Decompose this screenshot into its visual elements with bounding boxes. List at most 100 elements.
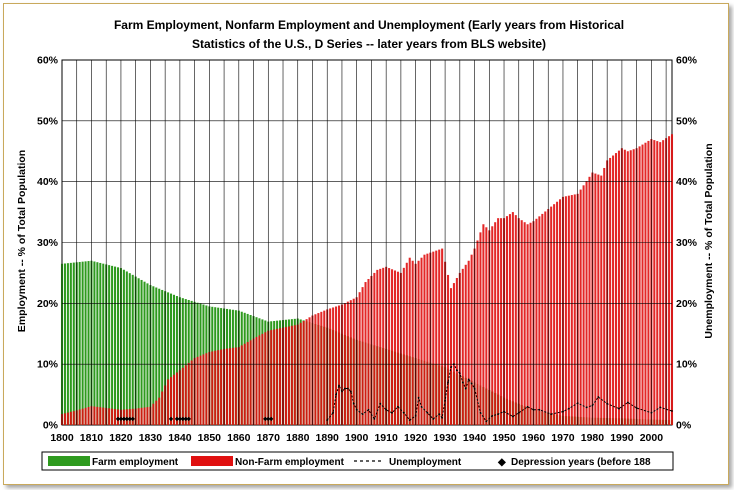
- nonfarm-bar: [84, 407, 87, 425]
- x-tick-label: 1810: [80, 432, 104, 444]
- nonfarm-bar: [143, 407, 146, 425]
- nonfarm-bar: [299, 322, 302, 425]
- nonfarm-bar: [152, 403, 155, 425]
- depression-marker: [174, 416, 180, 422]
- unemployment-point: [349, 390, 352, 393]
- nonfarm-bar: [508, 214, 511, 425]
- nonfarm-bar: [668, 136, 671, 425]
- nonfarm-bar: [314, 314, 317, 425]
- depression-marker: [168, 416, 174, 422]
- nonfarm-bar: [497, 218, 500, 425]
- nonfarm-bar: [217, 350, 220, 425]
- depression-marker: [124, 416, 130, 422]
- unemployment-point: [373, 418, 376, 420]
- y-tick-label-right: 0%: [676, 420, 692, 432]
- nonfarm-bar: [293, 325, 296, 425]
- nonfarm-bar: [66, 412, 69, 425]
- unemployment-point: [402, 411, 405, 414]
- nonfarm-bar: [205, 353, 208, 425]
- nonfarm-bar: [426, 253, 429, 425]
- nonfarm-bar: [614, 153, 618, 425]
- unemployment-point: [447, 381, 449, 384]
- chart-title-line2: Statistics of the U.S., D Series -- late…: [192, 37, 546, 51]
- unemployment-point: [671, 410, 673, 412]
- x-tick-label: 1900: [345, 432, 369, 444]
- farm-bar: [108, 265, 111, 425]
- unemployment-point: [458, 372, 461, 375]
- nonfarm-bar: [258, 335, 261, 425]
- unemployment-point: [379, 402, 382, 405]
- x-tick-label: 1850: [198, 432, 222, 444]
- nonfarm-bar: [337, 305, 341, 425]
- axes: 0% 0% 10% 10% 20% 20% 30% 30% 40% 40% 50% 50% 60% 60%…: [37, 55, 698, 445]
- nonfarm-bar: [376, 269, 379, 426]
- nonfarm-bar: [317, 313, 320, 425]
- unemployment-point: [550, 413, 553, 415]
- chart-title-line1: Farm Employment, Nonfarm Employment and …: [114, 18, 624, 32]
- nonfarm-bar: [626, 151, 629, 425]
- x-tick-label: 1830: [139, 432, 163, 444]
- nonfarm-bar: [653, 140, 656, 425]
- farm-bar: [140, 279, 143, 425]
- unemployment-point: [464, 387, 467, 390]
- unemployment-point: [338, 384, 340, 387]
- nonfarm-bar: [111, 408, 114, 425]
- unemployment-point: [497, 413, 499, 415]
- nonfarm-bar: [393, 270, 397, 425]
- x-tick-label: 1940: [463, 432, 487, 444]
- nonfarm-bar: [202, 354, 205, 425]
- nonfarm-bar: [520, 220, 523, 425]
- nonfarm-bar: [553, 204, 556, 425]
- farm-bar: [158, 288, 161, 425]
- y-axis-left-label: Employment -- % of Total Population: [16, 150, 28, 332]
- y-tick-label-right: 20%: [676, 298, 698, 310]
- y-tick-label-left: 50%: [37, 115, 59, 127]
- nonfarm-bar: [72, 411, 75, 425]
- nonfarm-bar: [276, 328, 279, 425]
- nonfarm-bar: [494, 222, 497, 425]
- farm-bar: [93, 261, 96, 425]
- legend-farm-label: Farm employment: [92, 457, 179, 468]
- nonfarm-bar: [482, 224, 485, 425]
- nonfarm-bar: [514, 215, 517, 425]
- nonfarm-bar: [320, 311, 323, 425]
- nonfarm-bar: [408, 257, 411, 425]
- x-tick-label: 1960: [522, 432, 546, 444]
- unemployment-point: [479, 411, 482, 414]
- nonfarm-bar: [659, 142, 662, 426]
- farm-bar: [78, 261, 81, 425]
- nonfarm-bar: [476, 240, 479, 425]
- farm-bar: [122, 269, 125, 425]
- nonfarm-bar: [220, 349, 223, 425]
- nonfarm-bar: [346, 301, 349, 425]
- nonfarm-bar: [287, 326, 290, 425]
- unemployment-point: [512, 415, 514, 418]
- x-tick-label: 1860: [227, 432, 251, 444]
- farm-bar: [114, 266, 117, 425]
- farm-bar: [116, 267, 120, 425]
- nonfarm-bar: [479, 232, 482, 425]
- farm-bar: [155, 287, 158, 425]
- x-tick-label: 1800: [50, 432, 74, 444]
- nonfarm-bar: [137, 408, 140, 425]
- unemployment-point: [441, 416, 443, 419]
- nonfarm-bar: [158, 397, 161, 426]
- unemployment-point: [361, 413, 364, 415]
- unemployment-point: [597, 396, 600, 398]
- unemployment-point: [346, 387, 349, 390]
- nonfarm-bar: [617, 150, 620, 425]
- nonfarm-bar: [249, 340, 252, 425]
- nonfarm-bar: [114, 409, 117, 425]
- nonfarm-bar: [181, 367, 184, 425]
- unemployment-point: [659, 406, 662, 409]
- nonfarm-bar: [358, 292, 361, 425]
- nonfarm-bar: [352, 298, 355, 425]
- nonfarm-bar: [567, 195, 570, 425]
- nonfarm-bar: [417, 260, 420, 425]
- nonfarm-bar: [332, 307, 335, 425]
- depression-marker: [118, 416, 124, 422]
- unemployment-point: [473, 387, 476, 390]
- nonfarm-bar: [570, 195, 573, 425]
- nonfarm-bar: [447, 274, 450, 425]
- nonfarm-bar: [656, 141, 659, 426]
